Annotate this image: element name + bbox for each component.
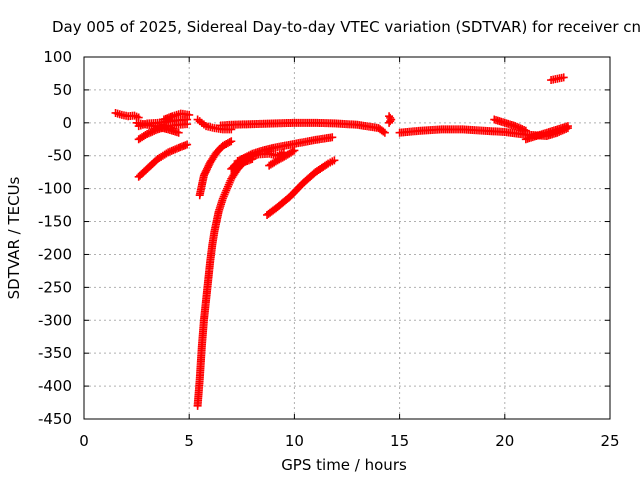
series-arc-17 bbox=[490, 115, 530, 135]
data-point bbox=[559, 73, 568, 82]
series-arc-8 bbox=[195, 137, 236, 200]
y-tick-label: -200 bbox=[38, 245, 72, 263]
data-point bbox=[563, 122, 572, 131]
plot-frame bbox=[83, 56, 611, 420]
y-axis-label: SDTVAR / TECUs bbox=[5, 176, 23, 299]
data-point bbox=[183, 120, 192, 129]
y-tick-label: -300 bbox=[38, 311, 72, 329]
series-arc-19 bbox=[547, 73, 568, 85]
data-points bbox=[111, 73, 572, 410]
series-arc-5 bbox=[134, 140, 192, 181]
series-arc-18 bbox=[521, 122, 572, 144]
data-point bbox=[328, 133, 337, 142]
series-arc-7 bbox=[193, 155, 257, 410]
series-arc-13 bbox=[265, 146, 299, 170]
data-point bbox=[385, 118, 394, 127]
series-arc-14 bbox=[263, 156, 339, 219]
series-arc-15 bbox=[385, 112, 396, 127]
x-tick-label: 5 bbox=[184, 432, 194, 450]
data-point bbox=[227, 137, 236, 146]
data-point bbox=[330, 156, 339, 165]
series-arc-1 bbox=[111, 108, 143, 122]
series-arc-6 bbox=[132, 118, 183, 137]
x-tick-label: 0 bbox=[79, 432, 89, 450]
data-point bbox=[288, 147, 297, 156]
series-arc-3 bbox=[159, 109, 194, 124]
x-tick-label: 20 bbox=[495, 432, 514, 450]
y-tick-label: -100 bbox=[38, 180, 72, 198]
x-tick-label: 10 bbox=[285, 432, 304, 450]
data-point bbox=[290, 146, 299, 155]
y-tick-label: -50 bbox=[48, 147, 73, 165]
y-tick-label: -350 bbox=[38, 344, 72, 362]
grid-layer bbox=[84, 57, 610, 419]
data-point bbox=[380, 128, 389, 137]
data-point bbox=[185, 110, 194, 119]
y-tick-label: -150 bbox=[38, 213, 72, 231]
data-point bbox=[174, 128, 183, 137]
x-tick-label: 25 bbox=[600, 432, 619, 450]
y-tick-label: -400 bbox=[38, 377, 72, 395]
data-point bbox=[386, 117, 395, 126]
x-axis-label: GPS time / hours bbox=[281, 456, 407, 474]
y-tick-label: 0 bbox=[62, 114, 72, 132]
x-axis: 0 5 10 15 20 25 bbox=[79, 57, 620, 450]
series-arc-10 bbox=[216, 118, 389, 137]
chart-title: Day 005 of 2025, Sidereal Day-to-day VTE… bbox=[52, 18, 640, 36]
data-point bbox=[521, 126, 530, 135]
data-point bbox=[162, 149, 171, 158]
y-tick-label: -450 bbox=[38, 410, 72, 428]
x-tick-label: 15 bbox=[390, 432, 409, 450]
y-tick-label: 50 bbox=[53, 81, 72, 99]
data-point bbox=[183, 140, 192, 149]
y-tick-label: -250 bbox=[38, 278, 72, 296]
y-axis: 100 50 0 -50 -100 -150 -200 -250 -300 -350 -400 -45… bbox=[38, 48, 610, 428]
data-point bbox=[225, 138, 234, 147]
data-point bbox=[379, 127, 388, 136]
y-tick-label: 100 bbox=[43, 48, 72, 66]
